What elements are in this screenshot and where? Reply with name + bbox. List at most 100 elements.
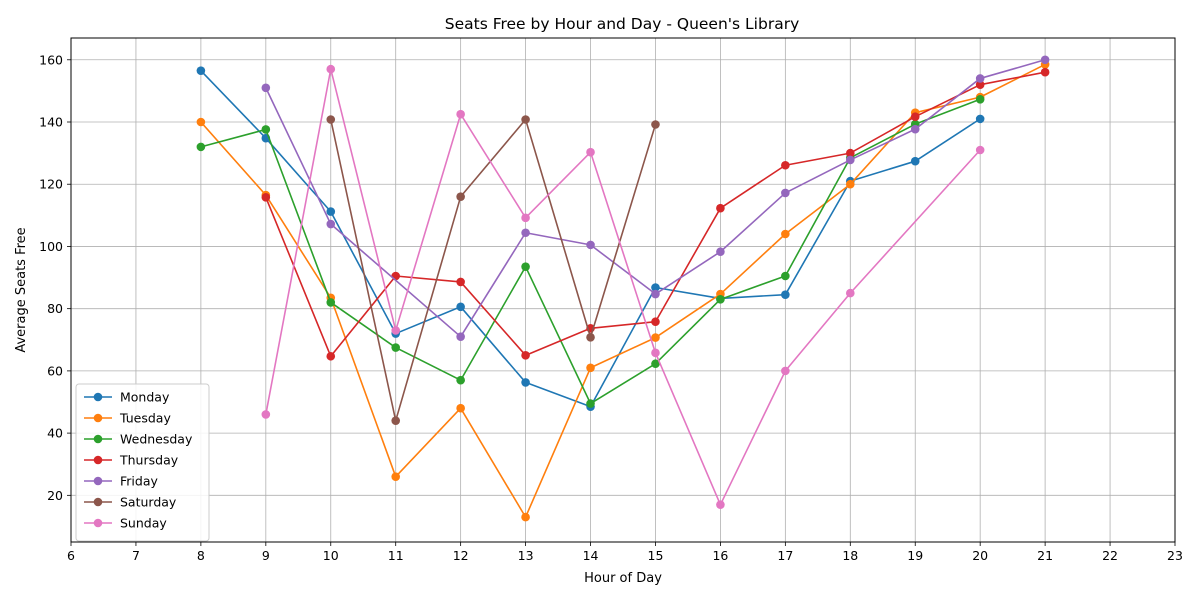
x-axis-label: Hour of Day (584, 571, 662, 586)
data-point-friday (651, 289, 660, 299)
data-point-thursday (651, 317, 660, 327)
series-friday (261, 55, 1050, 341)
data-point-thursday (975, 80, 985, 89)
data-point-tuesday (781, 229, 790, 239)
legend-marker (93, 497, 103, 507)
series-line-tuesday (200, 63, 1046, 518)
data-point-sunday (716, 500, 725, 509)
legend-marker (93, 434, 103, 444)
y-tick-label: 100 (39, 239, 63, 254)
legend-label: Wednesday (120, 432, 193, 447)
data-point-monday (975, 114, 985, 124)
data-point-tuesday (845, 179, 855, 189)
legend-label: Monday (120, 390, 170, 405)
legend-label: Tuesday (119, 411, 171, 426)
data-point-tuesday (651, 333, 660, 342)
series-line-saturday (329, 118, 657, 422)
data-point-friday (781, 188, 790, 198)
data-point-sunday (456, 109, 465, 119)
data-point-wednesday (781, 271, 790, 281)
legend-marker (93, 413, 103, 423)
y-tick-label: 40 (47, 426, 63, 441)
data-point-monday (456, 302, 465, 312)
data-point-thursday (845, 148, 855, 158)
y-axis-label: Average Seats Free (14, 227, 29, 352)
data-point-thursday (521, 351, 530, 360)
data-point-sunday (326, 64, 336, 74)
x-tick-label: 11 (388, 548, 404, 563)
data-point-thursday (261, 192, 271, 202)
data-point-sunday (651, 348, 660, 358)
legend-label: Thursday (119, 453, 179, 468)
x-tick-label: 17 (777, 548, 793, 563)
data-point-wednesday (326, 298, 336, 307)
legend-label: Sunday (120, 516, 167, 531)
x-tick-label: 10 (323, 548, 339, 563)
data-point-monday (781, 290, 790, 299)
data-point-wednesday (586, 399, 595, 408)
data-point-tuesday (586, 363, 595, 373)
x-tick-label: 7 (132, 548, 140, 563)
x-tick-label: 18 (842, 548, 858, 563)
y-tick-label: 60 (47, 363, 63, 378)
series-saturday (326, 115, 660, 425)
data-point-saturday (391, 416, 401, 425)
data-point-thursday (910, 112, 920, 122)
data-point-sunday (845, 288, 855, 298)
x-tick-label: 23 (1167, 548, 1183, 563)
data-point-friday (910, 124, 920, 134)
data-point-thursday (326, 351, 336, 361)
data-point-sunday (781, 366, 790, 376)
series-line-friday (265, 59, 1046, 338)
series-sunday (261, 64, 985, 509)
data-point-thursday (391, 271, 401, 281)
x-tick-label: 9 (262, 548, 270, 563)
data-point-monday (326, 207, 336, 216)
data-point-friday (521, 228, 530, 238)
y-tick-label: 20 (47, 488, 63, 503)
x-tick-label: 16 (712, 548, 728, 563)
data-point-sunday (391, 326, 401, 335)
data-point-friday (261, 83, 271, 93)
data-point-monday (651, 283, 660, 292)
legend: Monday Tuesday Wednesday Thursday Friday Satu… (75, 383, 210, 542)
axis-ticks: 6 7 8 9 10 11 12 13 14 15 16 17 18 19 20 21 22 23 20 40 60 80… (39, 52, 1183, 563)
series-layer (196, 55, 1050, 522)
plot-area-frame (70, 37, 1176, 543)
x-tick-label: 12 (453, 548, 469, 563)
legend-marker (93, 518, 103, 528)
data-point-friday (1040, 55, 1050, 65)
data-point-tuesday (456, 403, 465, 413)
data-point-friday (845, 155, 855, 165)
legend-marker (93, 476, 103, 486)
data-point-wednesday (975, 94, 985, 104)
data-point-tuesday (521, 512, 530, 522)
legend-marker (93, 392, 103, 402)
x-tick-label: 13 (518, 548, 534, 563)
data-point-monday (521, 378, 530, 387)
data-point-friday (716, 247, 725, 257)
data-point-wednesday (651, 359, 660, 369)
data-point-friday (586, 240, 595, 250)
data-point-sunday (521, 213, 530, 223)
y-tick-label: 140 (39, 115, 63, 130)
data-point-wednesday (521, 262, 530, 271)
data-point-saturday (586, 332, 595, 342)
chart-title: Seats Free by Hour and Day - Queen's Lib… (445, 15, 800, 33)
data-point-saturday (521, 115, 530, 124)
data-point-friday (456, 332, 465, 341)
x-tick-label: 19 (907, 548, 923, 563)
data-point-saturday (456, 192, 465, 201)
data-point-thursday (781, 160, 790, 170)
legend-label: Friday (120, 474, 158, 489)
data-point-wednesday (391, 343, 401, 352)
data-point-sunday (586, 147, 595, 157)
data-point-tuesday (196, 117, 206, 127)
data-point-saturday (651, 120, 660, 129)
data-point-thursday (1040, 67, 1050, 77)
y-tick-label: 80 (47, 301, 63, 316)
legend-marker (93, 455, 103, 465)
data-point-wednesday (456, 375, 465, 385)
x-tick-label: 14 (583, 548, 599, 563)
